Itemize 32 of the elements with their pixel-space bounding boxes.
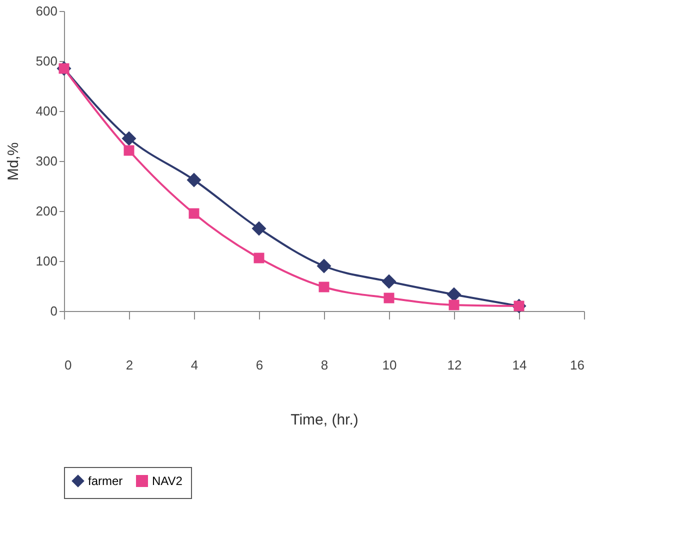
point <box>316 258 332 274</box>
point <box>252 221 266 236</box>
point <box>124 145 134 156</box>
point <box>446 287 462 302</box>
x-tick-label: 6 <box>256 358 264 372</box>
x-tick-label: 8 <box>320 358 328 372</box>
y-tick-label: 500 <box>36 54 58 68</box>
y-tick-label: 600 <box>36 4 58 18</box>
x-axis-title: Time, (hr.) <box>290 412 358 428</box>
legend-label: farmer <box>88 474 123 488</box>
point <box>122 131 136 146</box>
y-tick-label: 0 <box>50 304 58 318</box>
x-tick-label: 4 <box>190 358 198 372</box>
x-tick-label: 14 <box>512 358 527 372</box>
y-tick-label: 400 <box>36 104 58 118</box>
y-tick-label: 300 <box>36 154 58 168</box>
point <box>448 300 460 310</box>
y-axis-title: Md,% <box>4 142 22 181</box>
x-tick-label: 12 <box>447 358 462 372</box>
point <box>318 282 330 292</box>
x-tick-label: 2 <box>126 358 134 372</box>
point <box>254 252 264 264</box>
point <box>384 292 394 304</box>
y-tick-label: 200 <box>36 204 58 218</box>
legend-label: NAV2 <box>152 474 183 488</box>
y-tick-label: 100 <box>36 254 58 268</box>
point <box>186 172 202 188</box>
x-tick-label: 16 <box>570 358 584 372</box>
x-tick-label: 10 <box>382 358 397 372</box>
point <box>188 208 200 219</box>
x-tick-label: 0 <box>64 358 72 372</box>
point <box>382 274 396 289</box>
